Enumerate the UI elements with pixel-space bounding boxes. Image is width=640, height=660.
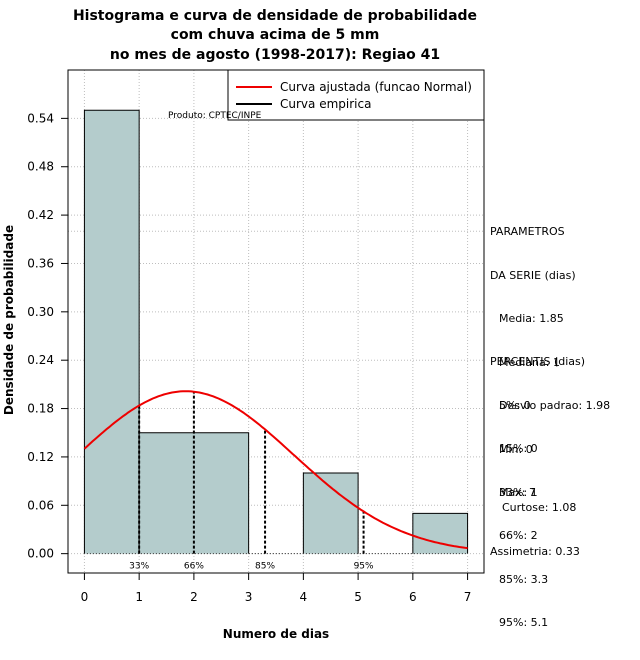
y-tick-label-1: 0.06	[27, 498, 54, 512]
y-tick-label-9: 0.54	[27, 111, 54, 125]
shape-stats-panel: Curtose: 1.08 Assimetria: 0.33	[490, 472, 580, 574]
percentile-marker-label-0: 33%	[129, 562, 149, 572]
y-tick-label-6: 0.36	[27, 256, 54, 270]
chart-title-line-3: no mes de agosto (1998-2017): Regiao 41	[110, 47, 440, 63]
percentil-15: 15%: 0	[499, 442, 538, 455]
histogram-bar-outline-0	[83, 109, 140, 554]
legend-box	[227, 69, 485, 121]
param-min: Min: 0	[499, 442, 533, 456]
axes-layer: 0 1 2 3 4 5 6 7 0.00 0.06 0.12 0.18 0.24 0.30 0.36 0.42…	[27, 111, 471, 604]
percentil-66: 66%: 2	[499, 529, 538, 542]
param-max: Max: 7	[499, 486, 536, 499]
percentil-5: 5%: 0	[499, 398, 531, 412]
x-tick-label-0: 0	[81, 590, 89, 604]
y-tick-label-3: 0.18	[27, 402, 54, 416]
y-tick-label-2: 0.12	[27, 450, 54, 464]
param-media: Media: 1.85	[499, 312, 564, 325]
stat-assimetria: Assimetria: 0.33	[490, 544, 580, 558]
x-tick-label-4: 4	[300, 590, 308, 604]
x-axis-label: Numero de dias	[223, 627, 329, 641]
y-tick-label-7: 0.42	[27, 208, 54, 222]
y-tick-label-8: 0.48	[27, 160, 54, 174]
percentis-title: PERCENTIS (dias)	[490, 355, 586, 368]
legend-normal-label: Curva ajustada (funcao Normal)	[280, 80, 472, 94]
histogram-bar-outline-3	[412, 512, 469, 554]
y-tick-label-4: 0.24	[27, 353, 54, 367]
x-tick-label-3: 3	[245, 590, 253, 604]
histogram-bar-2	[303, 473, 359, 554]
x-tick-label-1: 1	[135, 590, 143, 604]
param-mediana: Mediana: 1	[499, 355, 560, 369]
y-axis-label: Densidade de probabilidade	[2, 225, 16, 415]
percentil-85: 85%: 3.3	[499, 572, 549, 586]
normal-curve-line	[83, 390, 468, 550]
percentil-95: 95%: 5.1	[499, 616, 549, 629]
params-title-line-2: DA SERIE (dias)	[490, 268, 576, 282]
chart-title-line-1: Histograma e curva de densidade de proba…	[73, 8, 477, 24]
percentil-33: 33%: 1	[499, 485, 538, 499]
percentile-markers-layer: 33% 66% 85% 95%	[129, 391, 374, 572]
params-panel: PARAMETROS DA SERIE (dias) Media: 1.85 M…	[490, 196, 610, 515]
histogram-bar-outline-2	[302, 472, 359, 554]
percentile-marker-label-2: 85%	[255, 562, 275, 572]
params-title-line-1: PARAMETROS	[490, 225, 565, 238]
y-tick-label-0: 0.00	[27, 547, 54, 561]
stat-curtose: Curtose: 1.08	[502, 501, 577, 514]
x-tick-label-2: 2	[190, 590, 198, 604]
x-tick-label-6: 6	[409, 590, 417, 604]
chart-title-line-2: com chuva acima de 5 mm	[171, 27, 380, 43]
product-annotation: Produto: CPTEC/INPE	[168, 111, 262, 121]
x-tick-label-7: 7	[464, 590, 472, 604]
percentis-panel: PERCENTIS (dias) 5%: 0 15%: 0 33%: 1 66%…	[490, 326, 585, 645]
histogram-bar-0	[84, 110, 140, 554]
curve-layer	[83, 390, 468, 550]
y-tick-label-5: 0.30	[27, 305, 54, 319]
legend: Curva ajustada (funcao Normal) Curva emp…	[227, 69, 485, 121]
percentile-marker-label-3: 95%	[354, 562, 374, 572]
legend-empirical-label: Curva empirica	[280, 97, 371, 111]
x-tick-label-5: 5	[354, 590, 362, 604]
param-desvio: Desvio padrao: 1.98	[499, 399, 611, 412]
percentile-marker-label-1: 66%	[184, 562, 204, 572]
